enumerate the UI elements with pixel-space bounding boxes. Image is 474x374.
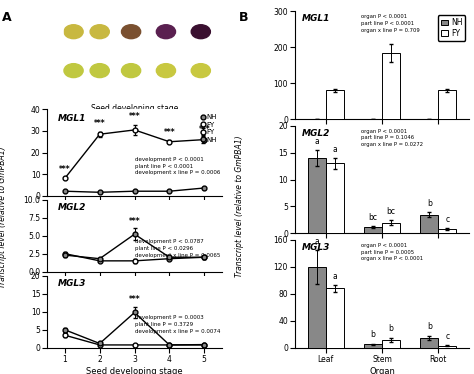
Ellipse shape — [90, 25, 109, 39]
Text: c: c — [445, 215, 449, 224]
Legend: NH, FY: NH, FY — [438, 15, 465, 41]
Bar — [308, 158, 326, 233]
Text: MGL3: MGL3 — [302, 243, 330, 252]
Text: a: a — [314, 137, 319, 145]
Text: A: A — [2, 11, 12, 24]
Ellipse shape — [156, 25, 175, 39]
Text: 1: 1 — [71, 87, 76, 93]
Text: 5: 5 — [199, 87, 203, 93]
Bar — [326, 288, 344, 348]
Text: ***: *** — [129, 295, 140, 304]
Text: NH: NH — [54, 27, 65, 36]
Text: b: b — [371, 331, 375, 340]
Text: 2 cm: 2 cm — [79, 10, 94, 15]
Text: organ P < 0.0001
part line P = 0.0005
organ x line P < 0.0001: organ P < 0.0001 part line P = 0.0005 or… — [361, 243, 423, 261]
Bar — [420, 338, 438, 348]
Text: development P = 0.0003
plant line P = 0.3729
development x line P = 0.0074: development P = 0.0003 plant line P = 0.… — [135, 315, 220, 334]
Ellipse shape — [64, 64, 83, 77]
Text: bc: bc — [369, 212, 378, 221]
Bar — [382, 53, 400, 119]
Bar — [326, 163, 344, 233]
Text: a: a — [332, 272, 337, 281]
Bar — [438, 91, 456, 119]
Text: b: b — [427, 322, 432, 331]
Ellipse shape — [191, 25, 210, 39]
Text: Transcript level (relative to GmPBA1): Transcript level (relative to GmPBA1) — [235, 135, 244, 276]
Text: 2: 2 — [98, 87, 102, 93]
Text: a: a — [314, 237, 319, 246]
Bar — [382, 340, 400, 348]
X-axis label: Organ: Organ — [369, 367, 395, 374]
Bar — [364, 227, 382, 233]
Ellipse shape — [121, 25, 141, 39]
X-axis label: Seed developing stage: Seed developing stage — [86, 367, 183, 374]
Text: B: B — [239, 11, 249, 24]
Text: MGL2: MGL2 — [302, 129, 330, 138]
Ellipse shape — [64, 25, 83, 39]
Text: ***: *** — [164, 128, 175, 137]
Bar — [420, 215, 438, 233]
Text: bc: bc — [387, 207, 396, 216]
Text: 3: 3 — [129, 87, 133, 93]
Text: ***: *** — [129, 112, 140, 121]
Bar — [308, 267, 326, 348]
Text: 4: 4 — [164, 87, 168, 93]
Bar — [364, 344, 382, 348]
Text: MGL1: MGL1 — [58, 114, 86, 123]
Text: b: b — [389, 324, 393, 333]
Bar — [382, 223, 400, 233]
Text: ***: *** — [94, 119, 106, 128]
Text: c: c — [445, 332, 449, 341]
Text: MGL3: MGL3 — [58, 279, 86, 288]
Text: organ P < 0.0001
part line P = 0.1046
organ x line P = 0.0272: organ P < 0.0001 part line P = 0.1046 or… — [361, 129, 423, 147]
Ellipse shape — [121, 64, 141, 77]
Text: development P < 0.0787
plant line P < 0.0296
development x line P = 0.0065: development P < 0.0787 plant line P < 0.… — [135, 239, 220, 258]
Text: ***: *** — [129, 217, 140, 226]
Text: a: a — [332, 145, 337, 154]
Bar — [326, 91, 344, 119]
Bar — [438, 346, 456, 348]
Text: ***: *** — [59, 165, 71, 174]
Text: organ P < 0.0001
part line P < 0.0001
organ x line P = 0.709: organ P < 0.0001 part line P < 0.0001 or… — [361, 15, 420, 33]
Text: ***: *** — [199, 125, 210, 134]
Ellipse shape — [191, 64, 210, 77]
Bar — [438, 229, 456, 233]
Ellipse shape — [156, 64, 175, 77]
Text: development P < 0.0001
plant line P < 0.0001
development x line P = 0.0006: development P < 0.0001 plant line P < 0.… — [135, 157, 220, 175]
Text: MGL2: MGL2 — [58, 203, 86, 212]
Ellipse shape — [90, 64, 109, 77]
Text: b: b — [427, 199, 432, 208]
Text: FY: FY — [54, 66, 63, 75]
Text: MGL1: MGL1 — [302, 15, 330, 24]
Text: Seed developing stage: Seed developing stage — [91, 104, 178, 113]
Text: Transcript level (relative to GmPBA1): Transcript level (relative to GmPBA1) — [0, 146, 7, 288]
Legend: NH, FY, FY, NH: NH, FY, FY, NH — [200, 113, 218, 144]
